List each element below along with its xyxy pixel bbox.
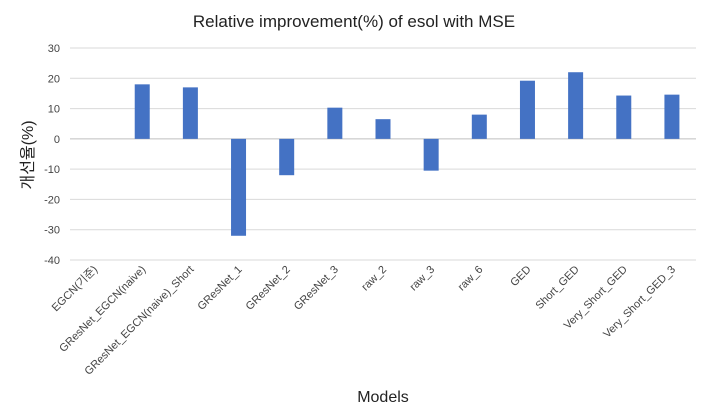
x-category-label: GResNet_3 <box>292 264 341 313</box>
y-tick-label: -30 <box>44 225 60 237</box>
bar <box>134 84 150 139</box>
y-tick-label: 0 <box>54 134 60 146</box>
bar <box>616 95 632 139</box>
x-category-label: raw_2 <box>359 264 389 294</box>
y-tick-label: -40 <box>44 255 60 267</box>
x-axis-categories: EGCN(기준)GResNet_EGCN(naive)GResNet_EGCN(… <box>49 263 678 378</box>
y-tick-label: -20 <box>44 194 60 206</box>
x-category-label: EGCN(기준) <box>49 263 100 314</box>
bar <box>471 114 487 139</box>
bar <box>423 138 439 171</box>
x-category-label: GResNet_2 <box>244 264 293 313</box>
y-axis-ticks: 30 20 10 0 -10 -20 -30 -40 <box>44 43 60 267</box>
y-tick-label: 30 <box>48 43 60 55</box>
y-tick-label: -10 <box>44 164 60 176</box>
x-category-label: raw_6 <box>456 264 486 294</box>
y-axis-title: 개선율(%) <box>19 120 37 189</box>
bar <box>327 107 343 139</box>
x-axis-title: Models <box>357 389 409 406</box>
y-tick-label: 10 <box>48 104 60 116</box>
bar <box>375 119 391 139</box>
bar <box>231 138 247 236</box>
x-category-label: raw_3 <box>408 264 438 294</box>
x-category-label: GResNet_EGCN(naive) <box>57 264 148 355</box>
x-category-label: GResNet_1 <box>196 264 245 313</box>
gridlines <box>70 47 696 261</box>
x-category-label: Short_GED <box>533 264 581 312</box>
bars <box>134 72 680 236</box>
bar <box>664 94 680 139</box>
y-tick-label: 20 <box>48 73 60 85</box>
bar <box>519 80 535 139</box>
bar <box>568 72 584 139</box>
bar <box>182 87 198 139</box>
chart-title: Relative improvement(%) of esol with MSE <box>193 12 515 31</box>
bar <box>279 138 295 176</box>
x-category-label: GED <box>508 264 533 289</box>
